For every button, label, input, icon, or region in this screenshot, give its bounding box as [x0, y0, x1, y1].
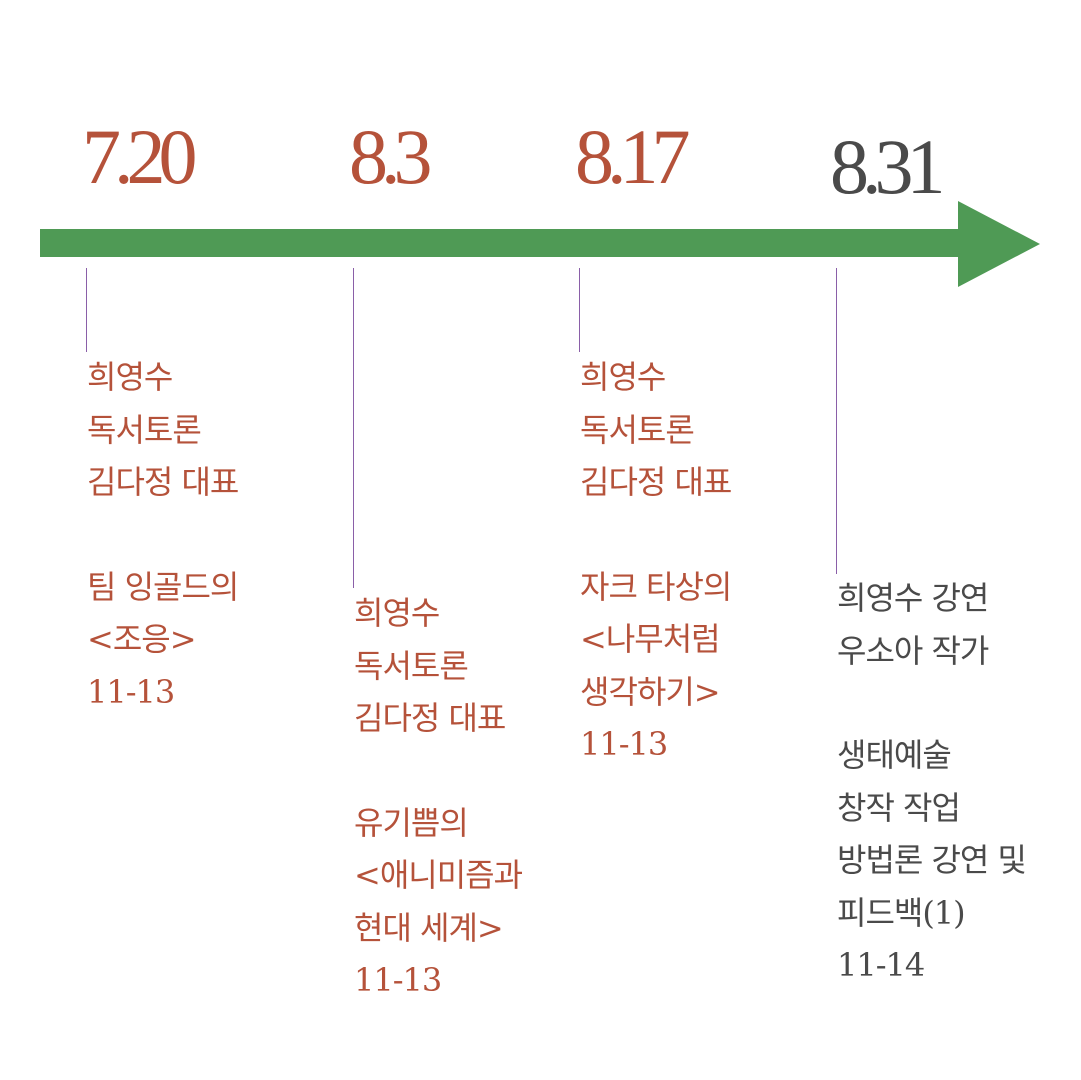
timeline-event: 희영수 강연 우소아 작가 생태예술 창작 작업 방법론 강연 및 피드백(1)… — [837, 572, 1027, 992]
timeline-date: 7.20 — [82, 113, 197, 200]
event-line: 독서토론 — [354, 646, 469, 685]
event-line: 김다정 대표 — [580, 463, 732, 501]
event-title-line: <나무처럼 — [580, 620, 721, 658]
event-pages: 11-13 — [87, 672, 175, 711]
event-title-line: <애니미즘과 — [354, 856, 523, 894]
event-line: 김다정 대표 — [354, 699, 506, 737]
timeline-tick — [579, 268, 580, 352]
event-title-line: 방법론 강연 및 — [837, 841, 1027, 879]
event-title-line: 현대 세계> — [354, 908, 504, 947]
timeline-date: 8.3 — [349, 113, 432, 200]
event-title-line: 피드백(1) — [837, 893, 966, 932]
event-title-line: 생태예술 — [837, 736, 952, 774]
event-pages: 11-13 — [580, 725, 668, 763]
timeline-date: 8.17 — [575, 113, 690, 200]
event-title-line: 유기쁨의 — [354, 803, 469, 842]
event-line: 독서토론 — [580, 410, 695, 449]
timeline-date: 8.31 — [830, 123, 945, 210]
timeline-tick — [86, 268, 87, 352]
event-line: 희영수 — [354, 594, 440, 632]
event-title-line: 창작 작업 — [837, 788, 961, 827]
timeline-tick — [836, 268, 837, 574]
event-pages: 11-13 — [354, 961, 442, 999]
event-line: 희영수 — [87, 358, 173, 396]
event-pages: 11-14 — [837, 946, 925, 984]
timeline-event: 희영수 독서토론 김다정 대표 팀 잉골드의 <조응> 11-13 — [87, 351, 239, 718]
timeline-event: 희영수 독서토론 김다정 대표 자크 타상의 <나무처럼 생각하기> 11-13 — [580, 351, 732, 771]
event-line: 김다정 대표 — [87, 463, 239, 501]
event-line: 우소아 작가 — [837, 631, 989, 670]
event-line: 독서토론 — [87, 410, 202, 449]
event-line: 희영수 강연 — [837, 579, 989, 617]
event-line: 희영수 — [580, 358, 666, 396]
event-title-line: 자크 타상의 — [580, 567, 732, 606]
event-title-line: 생각하기> — [580, 672, 721, 711]
event-title-line: <조응> — [87, 620, 197, 658]
timeline-event: 희영수 독서토론 김다정 대표 유기쁨의 <애니미즘과 현대 세계> 11-13 — [354, 587, 523, 1007]
timeline-tick — [353, 268, 354, 588]
event-title-line: 팀 잉골드의 — [87, 567, 239, 606]
